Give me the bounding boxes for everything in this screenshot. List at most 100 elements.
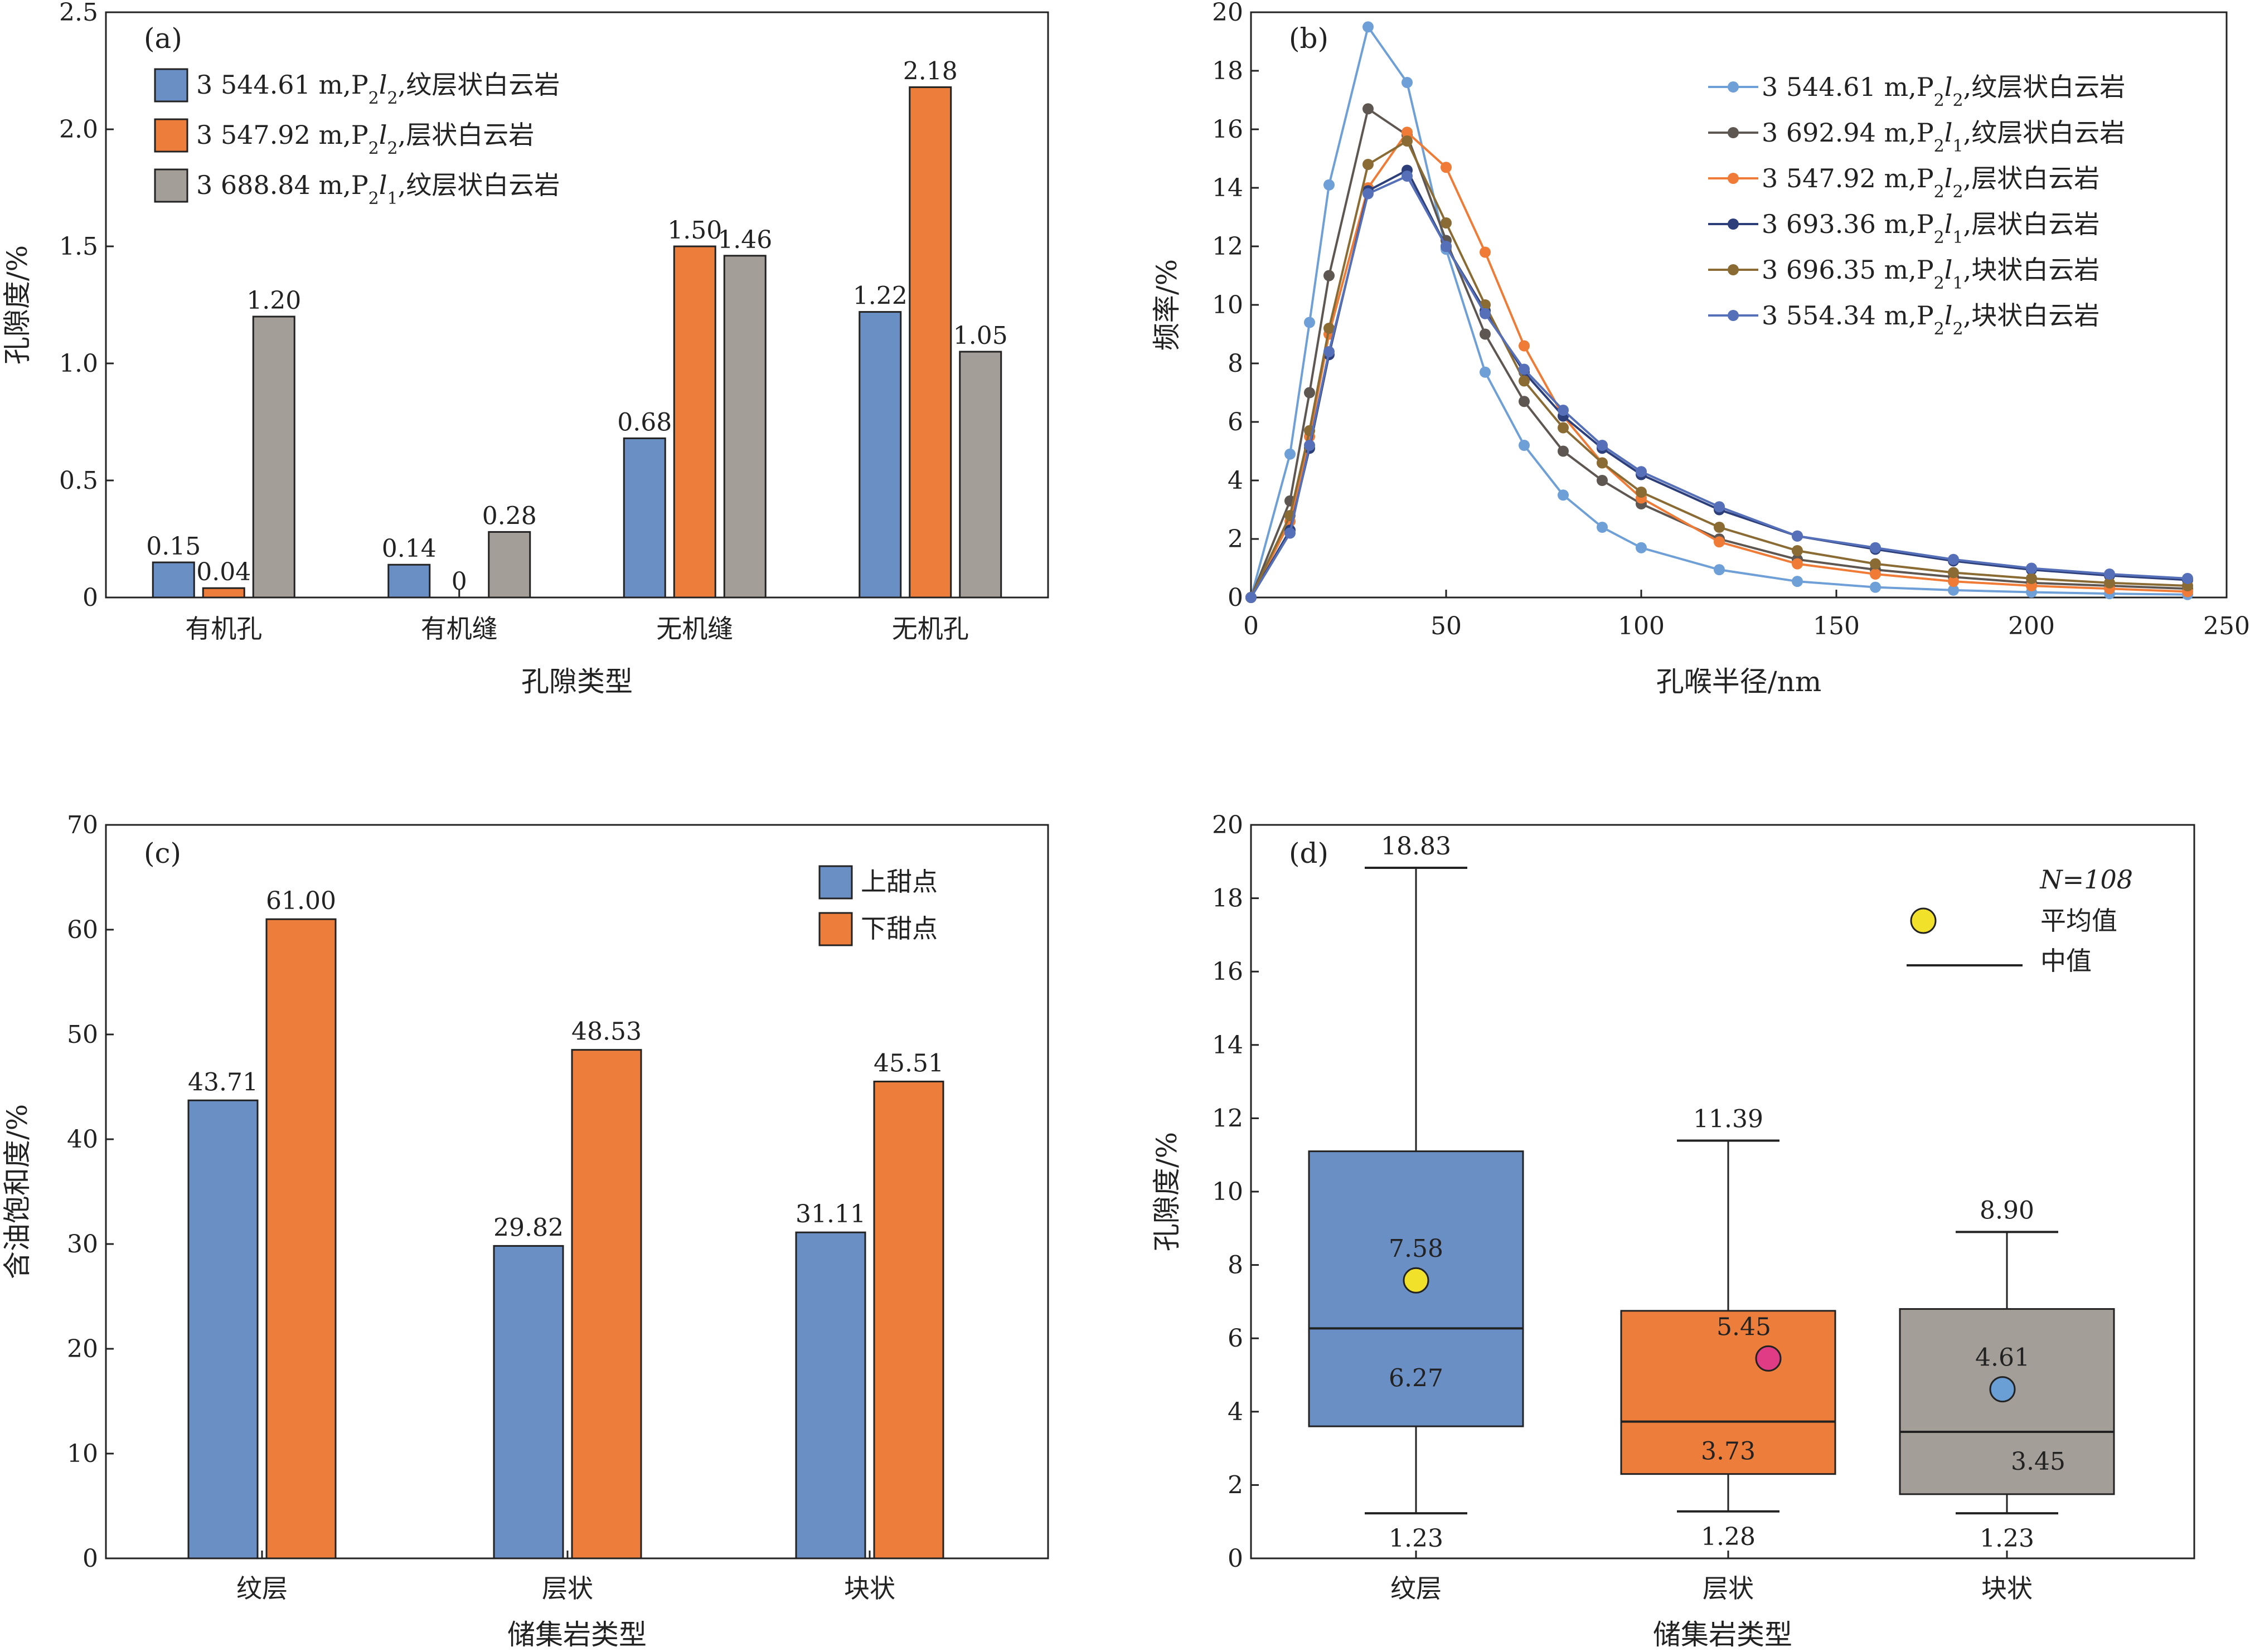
panel-c-category-2: 块状 [844, 1573, 895, 1604]
panel-b-point-0-13 [1792, 576, 1803, 587]
panel-c-ytick-label-1: 10 [67, 1440, 98, 1468]
panel-b-point-5-7 [1480, 308, 1491, 319]
panel-c-bar-1-0 [265, 918, 337, 1559]
panel-b-legend-label-1: 3 692.94 m,P2l1,纹层状白云岩 [1762, 118, 2125, 156]
panel-d-median-label-1: 3.73 [1701, 1437, 1756, 1466]
panel-b-point-5-17 [2104, 569, 2115, 580]
panel-b-point-2-8 [1519, 340, 1530, 352]
panel-a-bar-0-2 [623, 437, 666, 599]
panel-b-point-4-10 [1597, 457, 1608, 469]
panel-b-point-4-6 [1441, 217, 1452, 229]
panel-d-legend-mean-label: 平均值 [2040, 906, 2117, 936]
panel-c-data-label-1-0: 61.00 [266, 887, 336, 915]
panel-a-ytick-label-4: 2.0 [59, 115, 98, 144]
panel-a-ylabel: 孔隙度/% [1, 245, 33, 365]
panel-c-xlabel: 储集岩类型 [507, 1619, 647, 1651]
panel-a-legend-label-1: 3 547.92 m,P2l2,层状白云岩 [196, 120, 534, 158]
panel-a-legend-label-2: 3 688.84 m,P2l1,纹层状白云岩 [196, 170, 560, 208]
panel-d-ytick-label-9: 18 [1212, 885, 1243, 913]
panel-b-ytick-label-3: 6 [1228, 408, 1243, 436]
panel-b-ytick-label-6: 12 [1212, 232, 1243, 261]
panel-a-legend-swatch-2 [154, 168, 188, 203]
panel-b-point-5-1 [1284, 527, 1296, 539]
panel-b-legend-marker-0 [1728, 81, 1739, 93]
panel-b-point-4-15 [1948, 567, 1959, 579]
panel-b-ytick-label-1: 2 [1228, 525, 1243, 553]
panel-b-point-4-5 [1402, 135, 1413, 147]
panel-b-point-4-3 [1323, 323, 1335, 334]
panel-c-ytick-label-4: 40 [67, 1125, 98, 1154]
panel-d: 0 2 4 6 8 10 12 14 16 18 20 (d) 纹层 18.83 1.23 6.27 7.58 层… [1151, 811, 2195, 1651]
panel-b-point-4-4 [1362, 159, 1374, 170]
panel-a-bar-2-0 [252, 315, 295, 599]
panel-b-legend-marker-4 [1728, 264, 1739, 275]
panel-d-ytick-label-4: 8 [1228, 1251, 1243, 1280]
panel-b-ytick-label-0: 0 [1228, 584, 1243, 612]
panel-b-point-0-3 [1323, 179, 1335, 191]
panel-a-bar-2-3 [959, 351, 1002, 599]
panel-d-mean-marker-1 [1755, 1345, 1782, 1372]
panel-d-legend-mean-marker [1910, 907, 1937, 934]
panel-b-ytick-label-4: 8 [1228, 349, 1243, 378]
panel-c-legend-label-1: 下甜点 [861, 914, 938, 944]
panel-b-point-1-9 [1558, 445, 1569, 457]
panel-b-point-4-11 [1636, 487, 1647, 498]
panel-a-data-label-1-3: 2.18 [903, 57, 958, 85]
panel-b-point-0-5 [1402, 77, 1413, 88]
panel-b-point-0-15 [1948, 584, 1959, 596]
panel-b-point-4-12 [1714, 522, 1725, 533]
panel-b-point-2-15 [1948, 576, 1959, 587]
panel-d-ytick-label-2: 4 [1228, 1398, 1243, 1426]
panel-c-legend-label-0: 上甜点 [861, 867, 938, 897]
panel-d-ytick-label-5: 10 [1212, 1178, 1243, 1206]
panel-b-point-0-4 [1362, 21, 1374, 33]
panel-b-point-4-9 [1558, 422, 1569, 434]
panel-c-bar-1-2 [873, 1080, 944, 1559]
panel-a-data-label-0-1: 0.14 [382, 535, 437, 563]
panel-b-xlabel: 孔喉半径/nm [1656, 665, 1821, 698]
panel-b-point-5-13 [1792, 530, 1803, 542]
panel-b-legend-label-2: 3 547.92 m,P2l2,层状白云岩 [1762, 163, 2099, 202]
panel-d-box-1 [1620, 1310, 1836, 1475]
panel-b-point-5-18 [2182, 572, 2193, 584]
panel-a-category-2: 无机缝 [656, 614, 733, 644]
panel-c-ylabel: 含油饱和度/% [1, 1104, 33, 1279]
panel-d-xlabel: 储集岩类型 [1653, 1619, 1792, 1651]
panel-a-ytick-label-0: 0 [83, 584, 98, 612]
panel-b-point-1-2 [1304, 387, 1315, 399]
panel-d-mean-label-0: 7.58 [1389, 1235, 1443, 1263]
panel-d-median-label-2: 3.45 [2011, 1447, 2065, 1476]
panel-d-ylabel: 孔隙度/% [1151, 1132, 1183, 1251]
panel-c-data-label-0-2: 31.11 [796, 1200, 866, 1228]
panel-b-xtick-label-3: 150 [1813, 612, 1860, 640]
panel-b-point-4-13 [1792, 545, 1803, 556]
panel-c-data-label-0-0: 43.71 [188, 1068, 258, 1096]
panel-d-ytick-label-1: 2 [1228, 1471, 1243, 1499]
panel-a-data-label-1-0: 0.04 [196, 558, 251, 586]
panel-b-point-5-5 [1402, 171, 1413, 182]
panel-b-ytick-label-9: 18 [1212, 57, 1243, 85]
panel-d-max-label-0: 18.83 [1381, 832, 1451, 861]
panel-c-label: (c) [144, 837, 181, 869]
panel-b-xtick-label-4: 200 [2008, 612, 2055, 640]
panel-c-data-label-1-2: 45.51 [874, 1049, 944, 1077]
panel-a-frame [105, 11, 1049, 599]
panel-a-xlabel: 孔隙类型 [521, 665, 633, 698]
panel-b-point-0-2 [1304, 317, 1315, 328]
panel-b-ytick-label-2: 4 [1228, 467, 1243, 495]
panel-a-ytick-label-3: 1.5 [59, 232, 98, 261]
panel-d-mean-label-2: 4.61 [1975, 1344, 2030, 1372]
panel-b-point-5-6 [1441, 241, 1452, 252]
panel-b-point-0-10 [1597, 522, 1608, 533]
panel-d-ytick-label-10: 20 [1212, 811, 1243, 839]
panel-b-point-4-8 [1519, 375, 1530, 387]
panel-c-data-label-1-1: 48.53 [571, 1018, 642, 1046]
panel-b-point-5-8 [1519, 363, 1530, 375]
panel-b-legend-marker-5 [1728, 310, 1739, 321]
panel-b-legend-label-4: 3 696.35 m,P2l1,块状白云岩 [1762, 255, 2099, 293]
panel-b-point-5-14 [1870, 542, 1881, 553]
panel-a-bar-2-1 [488, 531, 531, 599]
panel-b-point-4-16 [2026, 572, 2037, 584]
